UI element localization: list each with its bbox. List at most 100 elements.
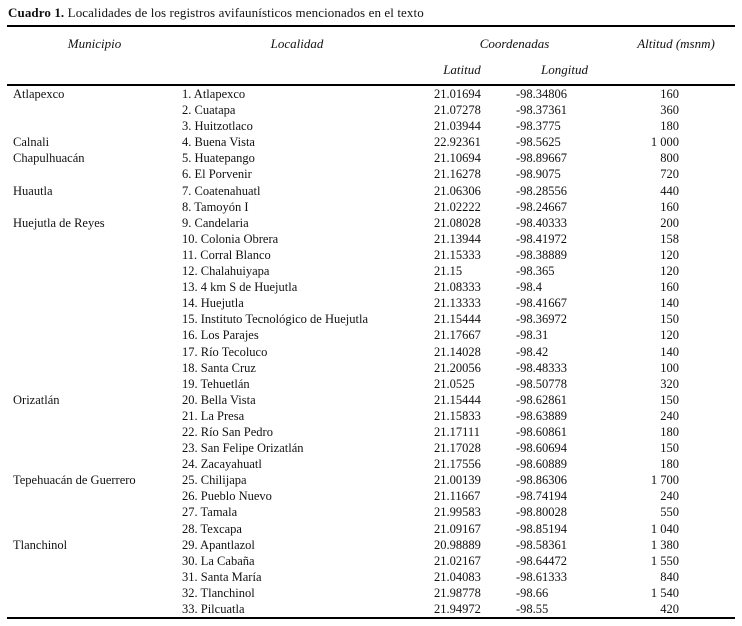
cell-longitud: -98.4 bbox=[516, 280, 543, 295]
cell-longitud: -98.5625 bbox=[516, 135, 561, 150]
table-row: 24. Zacayahuatl 21.17556 -98.60889 180 bbox=[7, 456, 735, 472]
cell-localidad: 27. Tamala bbox=[182, 505, 238, 520]
cell-longitud: -98.60861 bbox=[516, 424, 568, 439]
cell-municipio bbox=[7, 295, 182, 311]
cell-latitud: 21.08333 bbox=[434, 280, 481, 295]
cell-altitud: 160 bbox=[660, 87, 680, 101]
cell-municipio bbox=[7, 408, 182, 424]
cell-localidad: 25. Chilijapa bbox=[182, 473, 247, 488]
cell-longitud: -98.62861 bbox=[516, 392, 568, 407]
cell-municipio: Huautla bbox=[13, 183, 53, 198]
table-row: 3. Huitzotlaco 21.03944 -98.3775 180 bbox=[7, 118, 735, 134]
localities-table: Municipio Localidad Coordenadas Altitud … bbox=[7, 25, 736, 620]
table-row: 23. San Felipe Orizatlán 21.17028 -98.60… bbox=[7, 440, 735, 456]
cell-municipio bbox=[7, 424, 182, 440]
cell-longitud: -98.41972 bbox=[516, 231, 568, 246]
cell-longitud: -98.50778 bbox=[516, 376, 568, 391]
cell-localidad: 21. La Presa bbox=[182, 408, 245, 423]
table-row: Huautla 7. Coatenahuatl 21.06306 -98.285… bbox=[7, 183, 735, 199]
table-row: 19. Tehuetlán 21.0525 -98.50778 320 bbox=[7, 376, 735, 392]
cell-altitud: 320 bbox=[660, 376, 680, 391]
cell-localidad: 17. Río Tecoluco bbox=[182, 344, 268, 359]
table-row: 30. La Cabaña 21.02167 -98.64472 1 550 bbox=[7, 553, 735, 569]
cell-longitud: -98.61333 bbox=[516, 569, 568, 584]
cell-latitud: 21.15 bbox=[434, 264, 463, 279]
cell-longitud: -98.66 bbox=[516, 585, 549, 600]
cell-altitud: 150 bbox=[660, 441, 680, 456]
cell-municipio: Tepehuacán de Guerrero bbox=[13, 473, 136, 488]
cell-altitud: 100 bbox=[660, 360, 680, 375]
cell-latitud: 22.92361 bbox=[434, 135, 481, 150]
table-row: Tlanchinol 29. Apantlazol 20.98889 -98.5… bbox=[7, 537, 735, 553]
cell-altitud: 120 bbox=[660, 328, 680, 343]
cell-latitud: 21.17667 bbox=[434, 328, 481, 343]
cell-altitud: 180 bbox=[660, 424, 680, 439]
cell-municipio bbox=[7, 569, 182, 585]
cell-latitud: 21.01694 bbox=[434, 87, 481, 101]
cell-latitud: 21.99583 bbox=[434, 505, 481, 520]
cell-municipio bbox=[7, 199, 182, 215]
cell-altitud: 550 bbox=[660, 505, 680, 520]
cell-localidad: 5. Huatepango bbox=[182, 151, 255, 166]
cell-longitud: -98.41667 bbox=[516, 296, 568, 311]
cell-longitud: -98.60889 bbox=[516, 457, 568, 472]
cell-localidad: 4. Buena Vista bbox=[182, 135, 255, 150]
cell-localidad: 13. 4 km S de Huejutla bbox=[182, 280, 298, 295]
cell-localidad: 23. San Felipe Orizatlán bbox=[182, 441, 304, 456]
cell-municipio bbox=[7, 601, 182, 618]
cell-municipio bbox=[7, 263, 182, 279]
cell-longitud: -98.74194 bbox=[516, 489, 568, 504]
cell-longitud: -98.37361 bbox=[516, 103, 568, 118]
cell-latitud: 21.03944 bbox=[434, 119, 481, 134]
cell-altitud: 150 bbox=[660, 392, 680, 407]
cell-latitud: 21.14028 bbox=[434, 344, 481, 359]
cell-localidad: 15. Instituto Tecnológico de Huejutla bbox=[182, 312, 369, 327]
cell-localidad: 2. Cuatapa bbox=[182, 103, 236, 118]
cell-municipio bbox=[7, 118, 182, 134]
cell-localidad: 26. Pueblo Nuevo bbox=[182, 489, 272, 504]
cell-localidad: 14. Huejutla bbox=[182, 296, 244, 311]
cell-localidad: 3. Huitzotlaco bbox=[182, 119, 253, 134]
cell-municipio bbox=[7, 279, 182, 295]
table-row: 31. Santa María 21.04083 -98.61333 840 bbox=[7, 569, 735, 585]
cell-latitud: 21.10694 bbox=[434, 151, 481, 166]
cell-altitud: 158 bbox=[660, 231, 680, 246]
table-row: 33. Pilcuatla 21.94972 -98.55 420 bbox=[7, 601, 735, 618]
table-row: Chapulhuacán 5. Huatepango 21.10694 -98.… bbox=[7, 150, 735, 166]
table-row: 18. Santa Cruz 21.20056 -98.48333 100 bbox=[7, 360, 735, 376]
cell-localidad: 6. El Porvenir bbox=[182, 167, 252, 182]
cell-latitud: 21.02222 bbox=[434, 199, 481, 214]
cell-altitud: 1 700 bbox=[650, 473, 680, 488]
cell-altitud: 1 380 bbox=[650, 537, 680, 552]
cell-localidad: 16. Los Parajes bbox=[182, 328, 259, 343]
cell-localidad: 28. Texcapa bbox=[182, 521, 242, 536]
cell-localidad: 22. Río San Pedro bbox=[182, 424, 273, 439]
table-row: 26. Pueblo Nuevo 21.11667 -98.74194 240 bbox=[7, 488, 735, 504]
cell-latitud: 21.09167 bbox=[434, 521, 481, 536]
cell-altitud: 200 bbox=[660, 215, 680, 230]
table-caption-number: Cuadro 1. bbox=[8, 5, 65, 20]
cell-localidad: 32. Tlanchinol bbox=[182, 585, 255, 600]
cell-altitud: 1 540 bbox=[650, 585, 680, 600]
cell-municipio bbox=[7, 247, 182, 263]
cell-longitud: -98.89667 bbox=[516, 151, 568, 166]
cell-localidad: 20. Bella Vista bbox=[182, 392, 256, 407]
cell-localidad: 8. Tamoyón I bbox=[182, 199, 249, 214]
cell-municipio bbox=[7, 456, 182, 472]
cell-latitud: 21.17111 bbox=[434, 424, 480, 439]
cell-latitud: 21.15444 bbox=[434, 392, 481, 407]
cell-longitud: -98.9075 bbox=[516, 167, 561, 182]
cell-latitud: 21.13944 bbox=[434, 231, 481, 246]
cell-longitud: -98.64472 bbox=[516, 553, 568, 568]
table-body: Atlapexco 1. Atlapexco 21.01694 -98.3480… bbox=[7, 85, 735, 618]
table-caption-text: Localidades de los registros avifaunísti… bbox=[67, 5, 424, 20]
cell-longitud: -98.31 bbox=[516, 328, 549, 343]
cell-longitud: -98.60694 bbox=[516, 441, 568, 456]
column-header-localidad: Localidad bbox=[182, 26, 412, 86]
column-header-coordenadas: Coordenadas bbox=[479, 36, 550, 51]
table-row: Orizatlán 20. Bella Vista 21.15444 -98.6… bbox=[7, 392, 735, 408]
cell-latitud: 21.0525 bbox=[434, 376, 475, 391]
cell-altitud: 160 bbox=[660, 280, 680, 295]
table-row: 14. Huejutla 21.13333 -98.41667 140 bbox=[7, 295, 735, 311]
cell-latitud: 21.98778 bbox=[434, 585, 481, 600]
